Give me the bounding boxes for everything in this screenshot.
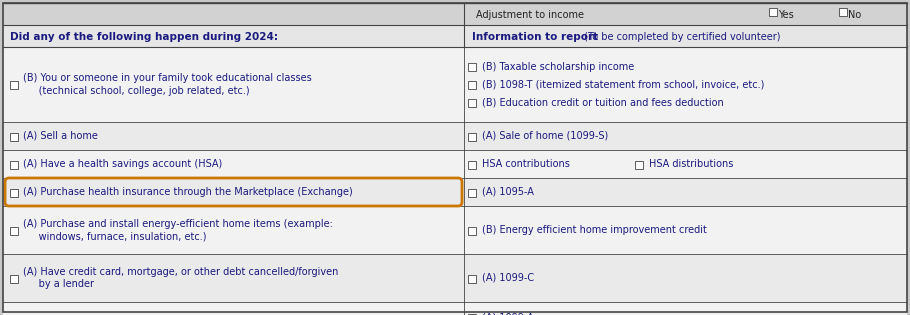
Text: HSA distributions: HSA distributions: [649, 159, 733, 169]
Text: No: No: [848, 10, 861, 20]
Text: (A) Have credit card, mortgage, or other debt cancelled/forgiven
     by a lende: (A) Have credit card, mortgage, or other…: [23, 266, 339, 289]
Bar: [3, 3, 907, 25]
Bar: [468, 133, 476, 140]
Bar: [769, 8, 777, 16]
Text: (A) 1099-A: (A) 1099-A: [482, 312, 534, 315]
Text: Information to report: Information to report: [472, 32, 598, 42]
Bar: [468, 99, 476, 107]
Bar: [3, 150, 907, 178]
Bar: [3, 302, 907, 315]
Bar: [10, 161, 18, 169]
Bar: [468, 63, 476, 71]
Bar: [3, 206, 907, 254]
Text: (A) Have a health savings account (HSA): (A) Have a health savings account (HSA): [23, 159, 222, 169]
Bar: [468, 161, 476, 169]
Text: (To be completed by certified volunteer): (To be completed by certified volunteer): [581, 32, 781, 42]
Text: (A) Purchase and install energy-efficient home items (example:
     windows, fur: (A) Purchase and install energy-efficien…: [23, 219, 333, 241]
Text: (B) Education credit or tuition and fees deduction: (B) Education credit or tuition and fees…: [482, 98, 723, 107]
Bar: [468, 313, 476, 315]
Bar: [839, 8, 847, 16]
Text: (A) Sale of home (1099-S): (A) Sale of home (1099-S): [482, 131, 608, 141]
Bar: [468, 188, 476, 197]
Bar: [468, 81, 476, 89]
Text: (A) 1099-C: (A) 1099-C: [482, 273, 534, 283]
Text: (A) Purchase health insurance through the Marketplace (Exchange): (A) Purchase health insurance through th…: [23, 187, 353, 197]
Bar: [635, 161, 643, 169]
Bar: [3, 25, 907, 47]
Text: (B) You or someone in your family took educational classes
     (technical schoo: (B) You or someone in your family took e…: [23, 73, 312, 96]
Bar: [10, 133, 18, 140]
Text: Adjustment to income: Adjustment to income: [476, 10, 584, 20]
Text: (A) 1095-A: (A) 1095-A: [482, 187, 534, 197]
Bar: [468, 274, 476, 283]
Text: (A) Sell a home: (A) Sell a home: [23, 131, 98, 141]
Bar: [468, 226, 476, 234]
Bar: [3, 178, 907, 206]
Bar: [3, 254, 907, 302]
Text: Yes: Yes: [778, 10, 794, 20]
Bar: [3, 47, 907, 122]
Text: (B) Taxable scholarship income: (B) Taxable scholarship income: [482, 61, 634, 72]
Text: (B) 1098-T (itemized statement from school, invoice, etc.): (B) 1098-T (itemized statement from scho…: [482, 79, 764, 89]
Bar: [10, 226, 18, 234]
Bar: [3, 122, 907, 150]
Bar: [10, 81, 18, 89]
Text: (B) Energy efficient home improvement credit: (B) Energy efficient home improvement cr…: [482, 225, 707, 235]
Bar: [10, 274, 18, 283]
Text: HSA contributions: HSA contributions: [482, 159, 570, 169]
Bar: [10, 188, 18, 197]
Text: Did any of the following happen during 2024:: Did any of the following happen during 2…: [10, 32, 278, 42]
